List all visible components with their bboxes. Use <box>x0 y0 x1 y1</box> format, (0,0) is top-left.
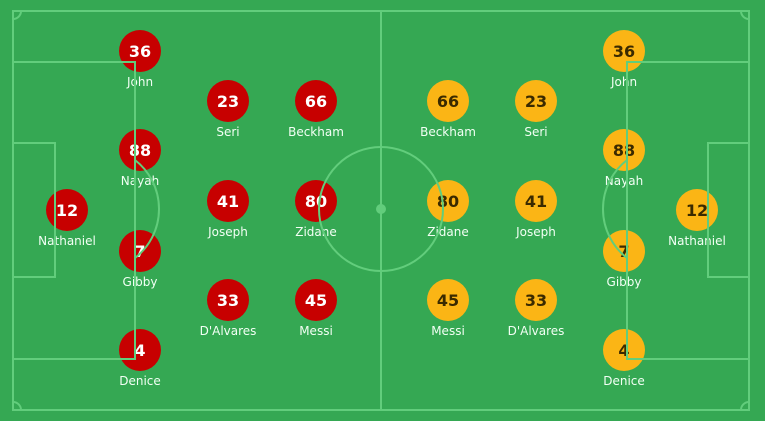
corner-arc <box>740 401 750 411</box>
player-number: 23 <box>525 92 547 111</box>
left-penalty-arc <box>134 159 161 259</box>
player-number: 36 <box>129 42 151 61</box>
player-number: 80 <box>305 192 327 211</box>
player-number: 12 <box>686 201 708 220</box>
player-number: 41 <box>525 192 547 211</box>
player-marker <box>207 80 249 122</box>
player-number: 66 <box>437 92 459 111</box>
player-name: Zidane <box>427 225 469 239</box>
player-name: D'Alvares <box>508 324 565 338</box>
player-number: 41 <box>217 192 239 211</box>
away_team-player[interactable]: 88 Nayah <box>603 129 645 188</box>
player-marker <box>427 180 469 222</box>
player-name: Denice <box>119 374 161 388</box>
home_team-player[interactable]: 7 Gibby <box>119 230 161 289</box>
corner-arc <box>12 401 22 411</box>
player-number: 36 <box>613 42 635 61</box>
player-marker <box>119 129 161 171</box>
player-marker <box>295 279 337 321</box>
away_team-player[interactable]: 41 Joseph <box>515 180 557 239</box>
player-number: 66 <box>305 92 327 111</box>
player-marker <box>427 80 469 122</box>
away_team-player[interactable]: 4 Denice <box>603 329 645 388</box>
player-marker <box>207 279 249 321</box>
player-marker <box>295 180 337 222</box>
player-number: 12 <box>56 201 78 220</box>
right-goal-box <box>707 142 750 278</box>
player-number: 45 <box>437 291 459 310</box>
player-name: Gibby <box>607 275 642 289</box>
away_team-player[interactable]: 33 D'Alvares <box>508 279 565 338</box>
player-name: Seri <box>216 125 239 139</box>
player-number: 7 <box>134 242 145 261</box>
player-name: Denice <box>603 374 645 388</box>
player-name: D'Alvares <box>200 324 257 338</box>
player-name: Gibby <box>123 275 158 289</box>
away_team-player[interactable]: 80 Zidane <box>427 180 469 239</box>
player-number: 45 <box>305 291 327 310</box>
home_team-player[interactable]: 4 Denice <box>119 329 161 388</box>
player-name: Beckham <box>420 125 476 139</box>
player-marker <box>515 80 557 122</box>
away_team-player[interactable]: 7 Gibby <box>603 230 645 289</box>
player-number: 88 <box>613 141 635 160</box>
player-name: John <box>610 75 637 89</box>
away_team-player[interactable]: 23 Seri <box>515 80 557 139</box>
player-name: Nathaniel <box>668 234 726 248</box>
center-circle <box>318 146 444 272</box>
pitch-markings <box>12 10 750 411</box>
player-marker <box>515 180 557 222</box>
corner-arc <box>740 10 750 20</box>
player-number: 88 <box>129 141 151 160</box>
player-name: Nathaniel <box>38 234 96 248</box>
player-marker <box>603 230 645 272</box>
home_team-player[interactable]: 45 Messi <box>295 279 337 338</box>
player-number: 33 <box>217 291 239 310</box>
player-number: 7 <box>618 242 629 261</box>
player-marker <box>295 80 337 122</box>
player-name: Messi <box>299 324 333 338</box>
player-marker <box>207 180 249 222</box>
player-marker <box>427 279 469 321</box>
player-name: Nayah <box>605 174 643 188</box>
player-marker <box>119 329 161 371</box>
right-penalty-arc <box>601 159 628 259</box>
player-name: Beckham <box>288 125 344 139</box>
left-goal-box <box>12 142 56 278</box>
corner-arc <box>12 10 22 20</box>
player-marker <box>603 329 645 371</box>
center-spot <box>376 204 386 214</box>
player-number: 33 <box>525 291 547 310</box>
player-number: 23 <box>217 92 239 111</box>
home_team-player[interactable]: 23 Seri <box>207 80 249 139</box>
player-name: Seri <box>524 125 547 139</box>
home_team-player[interactable]: 41 Joseph <box>207 180 249 239</box>
player-number: 4 <box>618 341 629 360</box>
home_team-player[interactable]: 80 Zidane <box>295 180 337 239</box>
player-name: Joseph <box>207 225 248 239</box>
home_team-player[interactable]: 12 Nathaniel <box>38 189 96 248</box>
player-marker <box>515 279 557 321</box>
home_team-player[interactable]: 66 Beckham <box>288 80 344 139</box>
home_team-player[interactable]: 33 D'Alvares <box>200 279 257 338</box>
away_team-player[interactable]: 45 Messi <box>427 279 469 338</box>
player-number: 4 <box>134 341 145 360</box>
player-marker <box>603 129 645 171</box>
player-name: John <box>126 75 153 89</box>
away_team-player[interactable]: 66 Beckham <box>420 80 476 139</box>
player-name: Messi <box>431 324 465 338</box>
player-name: Joseph <box>515 225 556 239</box>
player-name: Zidane <box>295 225 337 239</box>
player-marker <box>46 189 88 231</box>
player-number: 80 <box>437 192 459 211</box>
